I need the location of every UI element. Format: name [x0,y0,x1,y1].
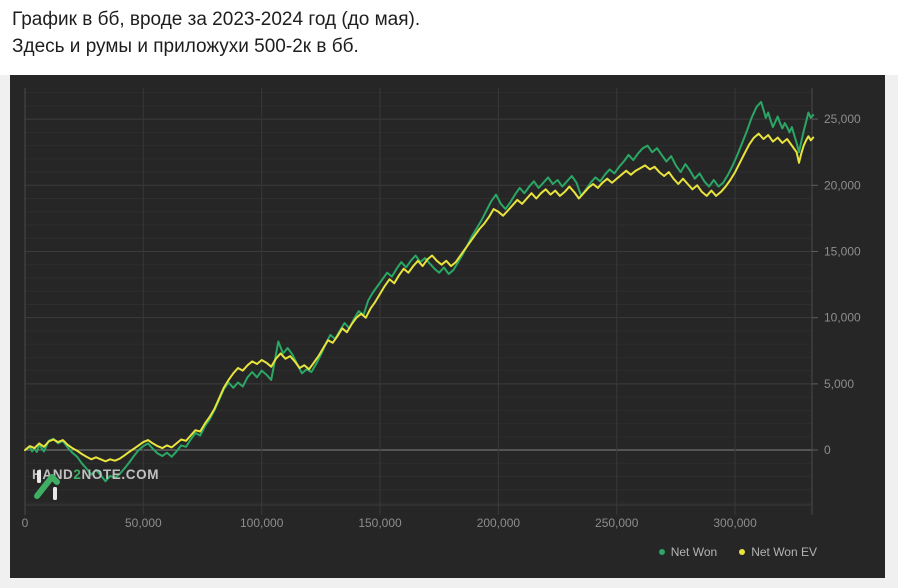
legend-dot [739,549,746,555]
series-line-net-won-ev [24,132,815,463]
x-tick-label: 200,000 [477,516,521,530]
legend-item-net-won-ev: Net Won EV [739,545,817,559]
hand2note-watermark: HAND2NOTE.COM [32,467,160,500]
caption-line-2: Здесь и румы и приложухи 500-2к в бб. [12,36,359,57]
series-line-net-won [24,100,815,483]
x-tick-label: 250,000 [595,516,639,530]
watermark-suffix: NOTE.COM [81,467,160,482]
chart-svg: 0 5,000 10,000 15,000 20,000 25,000 0 50,000 100… [22,88,861,530]
legend-label: Net Won EV [751,545,817,559]
y-tick-label: 15,000 [824,244,861,258]
x-tick-label: 300,000 [713,516,757,530]
x-tick-label: 150,000 [358,516,402,530]
page-header-band [0,0,898,75]
x-tick-label: 50,000 [125,516,162,530]
y-tick-label: 0 [824,443,831,457]
y-tick-label: 25,000 [824,112,861,126]
caption-line-1: График в бб, вроде за 2023-2024 год (до … [12,9,421,30]
legend-dot [658,549,665,555]
y-tick-label: 5,000 [824,377,854,391]
watermark-accent: 2 [73,467,82,482]
y-tick-label: 10,000 [824,311,861,325]
x-tick-label: 100,000 [240,516,284,530]
y-tick-label: 20,000 [824,178,861,192]
caption: График в бб, вроде за 2023-2024 год (до … [12,6,420,60]
legend-item-net-won: Net Won [658,545,718,559]
hand2note-logo-icon [34,470,60,500]
legend-label: Net Won [670,545,718,559]
chart-legend: Net Won Net Won EV [658,545,817,559]
winnings-chart: 0 5,000 10,000 15,000 20,000 25,000 0 50,000 100… [10,75,885,578]
x-tick-label: 0 [22,516,29,530]
